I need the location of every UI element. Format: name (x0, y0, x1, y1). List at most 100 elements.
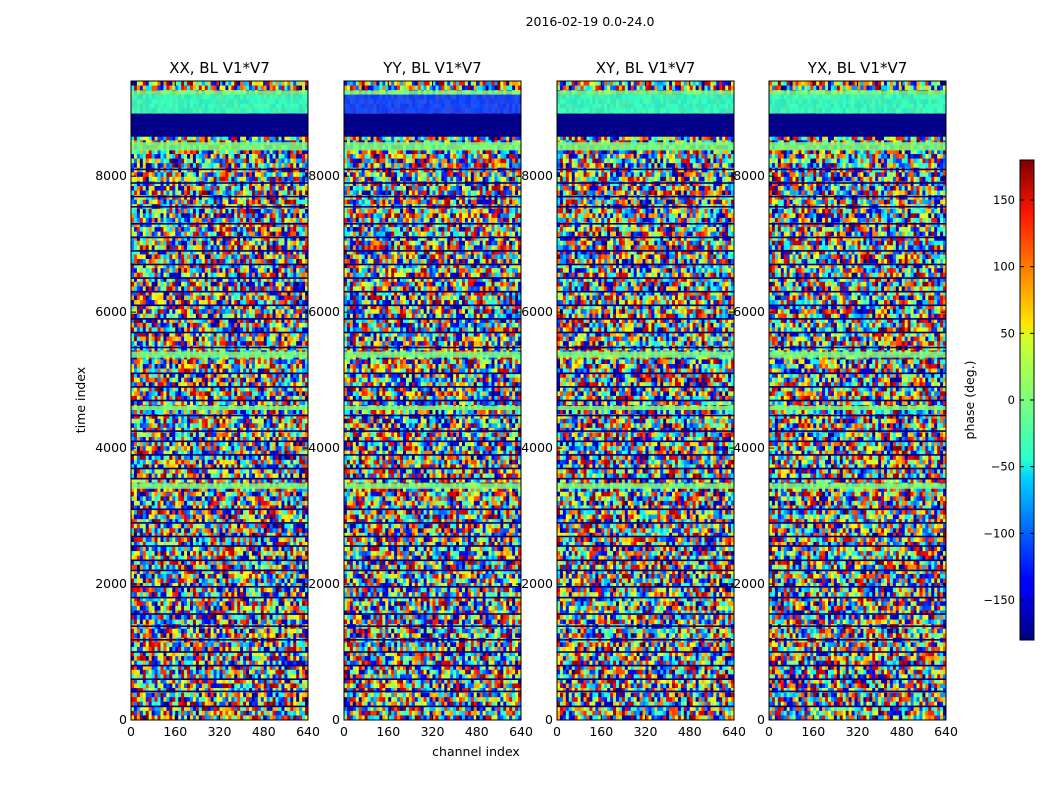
heatmap-cell (231, 240, 235, 246)
heatmap-cell (243, 341, 247, 347)
heatmap-cell (192, 286, 197, 292)
heatmap-cell (228, 281, 232, 287)
heatmap-cell (243, 322, 247, 328)
heatmap-cell (178, 322, 182, 328)
heatmap-cell (154, 259, 158, 264)
heatmap-cell (287, 259, 291, 264)
heatmap-cell (237, 373, 241, 378)
heatmap-cell (219, 441, 223, 447)
heatmap-cell (275, 441, 279, 447)
heatmap-cell (181, 181, 185, 187)
heatmap-cell (169, 332, 173, 337)
heatmap-cell (234, 254, 238, 260)
heatmap-cell (157, 227, 161, 232)
heatmap-cell (281, 231, 285, 237)
heatmap-cell (210, 336, 214, 342)
heatmap-cell (154, 190, 158, 196)
heatmap-cell (184, 286, 188, 292)
heatmap-cell (263, 231, 267, 237)
heatmap-cell (272, 272, 276, 278)
heatmap-cell (228, 395, 232, 401)
heatmap-cell (184, 263, 188, 269)
heatmap-cell (184, 208, 188, 214)
heatmap-cell (305, 158, 309, 164)
heatmap-cell (284, 318, 288, 324)
heatmap-cell (237, 377, 241, 383)
heatmap-cell (225, 227, 229, 232)
heatmap-cell (198, 149, 203, 155)
heatmap-cell (228, 295, 232, 301)
heatmap-cell (157, 181, 161, 187)
heatmap-cell (178, 181, 182, 187)
heatmap-cell (293, 181, 297, 187)
heatmap-cell (219, 259, 223, 264)
heatmap-cell (263, 309, 267, 315)
heatmap-cell (237, 245, 241, 251)
heatmap-cell (145, 254, 149, 260)
heatmap-cell (178, 268, 182, 273)
heatmap-cell (145, 386, 149, 392)
heatmap-cell (222, 391, 226, 397)
heatmap-cell (251, 373, 256, 378)
heatmap-cell (222, 327, 226, 333)
heatmap-cell (257, 423, 262, 429)
heatmap-cell (181, 363, 185, 369)
heatmap-cell (228, 373, 232, 378)
heatmap-cell (195, 336, 200, 342)
heatmap-cell (190, 423, 194, 429)
heatmap-cell (190, 441, 194, 447)
heatmap-cell (254, 441, 259, 447)
heatmap-cell (151, 249, 155, 255)
heatmap-cell (240, 245, 244, 251)
heatmap-cell (131, 199, 135, 205)
heatmap-cell (299, 373, 303, 378)
heatmap-cell (269, 336, 273, 342)
heatmap-cell (296, 441, 300, 447)
heatmap-cell (260, 281, 265, 287)
heatmap-cell (145, 199, 149, 205)
heatmap-cell (192, 290, 197, 296)
heatmap-cell (278, 441, 282, 447)
heatmap-cell (154, 450, 158, 456)
heatmap-cell (257, 363, 262, 369)
heatmap-cell (204, 185, 208, 191)
heatmap-cell (305, 336, 309, 342)
heatmap-cell (281, 154, 285, 159)
heatmap-cell (243, 254, 247, 260)
heatmap-cell (249, 254, 253, 260)
heatmap-cell (243, 409, 247, 415)
heatmap-cell (184, 309, 188, 315)
heatmap-cell (251, 222, 256, 228)
heatmap-cell (225, 386, 229, 392)
heatmap-cell (154, 135, 158, 141)
heatmap-cell (187, 386, 191, 392)
heatmap-cell (254, 217, 259, 223)
heatmap-cell (296, 391, 300, 397)
heatmap-cell (181, 190, 185, 196)
heatmap-cell (296, 313, 300, 319)
heatmap-cell (187, 249, 191, 255)
heatmap-cell (201, 281, 206, 287)
heatmap-cell (157, 217, 161, 223)
heatmap-cell (157, 423, 161, 429)
heatmap-cell (190, 373, 194, 378)
heatmap-cell (142, 446, 147, 451)
heatmap-cell (201, 336, 206, 342)
heatmap-cell (213, 414, 217, 420)
heatmap-cell (213, 254, 217, 260)
heatmap-cell (210, 414, 214, 420)
heatmap-cell (225, 172, 229, 178)
heatmap-cell (213, 336, 217, 342)
heatmap-cell (266, 450, 270, 456)
heatmap-cell (198, 236, 203, 242)
heatmap-cell (290, 363, 294, 369)
heatmap-cell (251, 432, 256, 438)
heatmap-cell (198, 295, 203, 301)
heatmap-cell (184, 418, 188, 424)
heatmap-cell (272, 181, 276, 187)
heatmap-cell (142, 172, 147, 178)
heatmap-cell (181, 304, 185, 310)
heatmap-cell (249, 318, 253, 324)
heatmap-cell (246, 437, 250, 442)
heatmap-cell (163, 181, 167, 187)
